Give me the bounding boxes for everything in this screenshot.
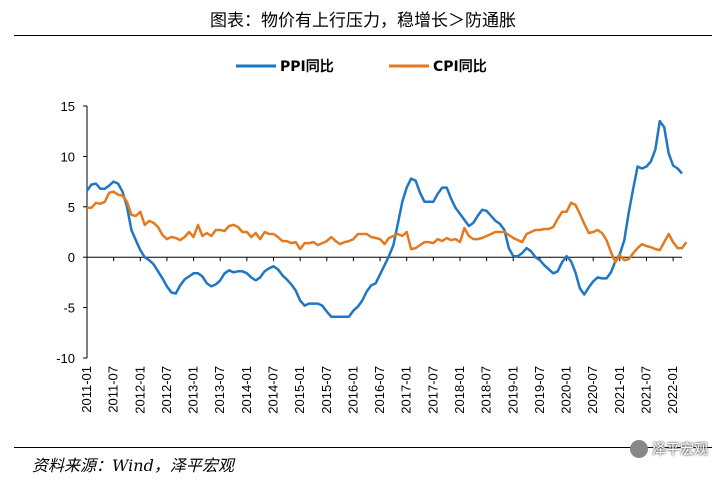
source-note: 资料来源：Wind，泽平宏观 xyxy=(32,456,234,475)
x-tick-label: 2011-07 xyxy=(106,366,121,413)
x-tick-label: 2016-01 xyxy=(345,366,360,414)
x-tick-label: 2015-07 xyxy=(319,366,334,414)
x-tick-labels: 2011-01 2011-07 2012-01 2012-07 2013-01 2013-… xyxy=(79,366,680,414)
x-tick-label: 2015-01 xyxy=(292,366,307,414)
x-tick-label: 2011-01 xyxy=(79,366,94,413)
x-tick-label: 2013-01 xyxy=(186,366,201,414)
x-tick-label: 2014-07 xyxy=(265,366,280,414)
x-tick-label: 2019-07 xyxy=(532,366,547,414)
y-tick-labels: -10 -5 0 5 10 15 xyxy=(56,99,75,366)
y-tick-label: 0 xyxy=(68,250,75,265)
x-tick-label: 2020-07 xyxy=(585,366,600,414)
axes xyxy=(83,105,682,359)
x-tick-label: 2013-07 xyxy=(212,366,227,414)
y-tick-label: 15 xyxy=(61,99,75,114)
legend-label: CPI同比 xyxy=(433,58,487,75)
series-line-cpi xyxy=(87,190,688,264)
y-tick-label: -5 xyxy=(63,301,75,316)
x-tick-label: 2018-01 xyxy=(452,366,467,414)
x-tick-label: 2019-01 xyxy=(505,366,520,414)
legend: PPI同比 CPI同比 xyxy=(236,58,487,75)
x-tick-label: 2021-01 xyxy=(612,366,627,414)
x-tick-label: 2014-01 xyxy=(239,366,254,414)
footer-divider xyxy=(14,447,712,448)
x-tick-label: 2018-07 xyxy=(479,366,494,414)
wechat-logo-icon xyxy=(630,440,648,458)
legend-label: PPI同比 xyxy=(280,58,334,75)
y-tick-label: 5 xyxy=(68,200,75,215)
title-divider xyxy=(14,35,712,36)
x-tick-label: 2012-01 xyxy=(132,366,147,414)
watermark-text: 泽平宏观 xyxy=(652,442,708,458)
series-lines xyxy=(85,119,688,318)
x-tick-label: 2016-07 xyxy=(372,366,387,414)
watermark: 泽平宏观 xyxy=(630,439,708,459)
series-line-ppi xyxy=(85,119,683,318)
y-tick-label: -10 xyxy=(56,351,75,366)
x-tick-label: 2012-07 xyxy=(159,366,174,414)
x-tick-label: 2021-07 xyxy=(638,366,653,414)
x-tick-label: 2020-01 xyxy=(559,366,574,414)
x-tick-label: 2017-07 xyxy=(425,366,440,414)
x-tick-label: 2022-01 xyxy=(665,366,680,414)
y-tick-label: 10 xyxy=(61,149,75,164)
chart-title: 图表：物价有上行压力，稳增长＞防通胀 xyxy=(210,11,516,31)
x-tick-label: 2017-01 xyxy=(399,366,414,414)
